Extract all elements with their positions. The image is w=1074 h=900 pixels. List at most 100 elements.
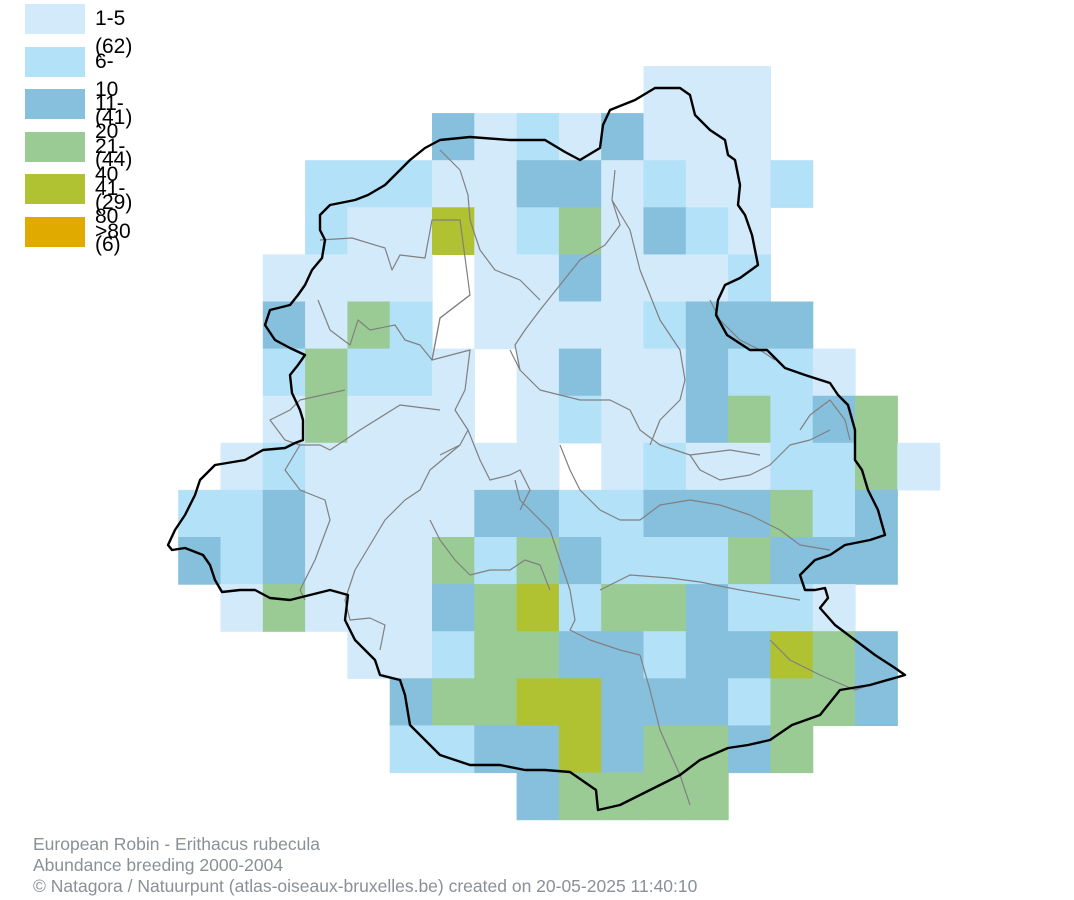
grid-cell [558, 301, 602, 350]
species-title: European Robin - Erithacus rubecula [33, 834, 320, 854]
grid-cell [262, 584, 306, 632]
grid-cell [685, 678, 729, 726]
grid-cell [389, 725, 433, 774]
grid-cell [601, 537, 645, 585]
grid-cell [770, 301, 814, 350]
grid-cell [728, 442, 771, 491]
grid-cell [685, 631, 729, 679]
legend-label: 21-40 (29) [95, 134, 133, 214]
grid-cell [474, 489, 518, 538]
grid-cell [812, 631, 856, 679]
grid-cell [643, 395, 687, 444]
grid-cell [389, 442, 433, 491]
grid-cell [474, 584, 518, 632]
grid-cell [262, 395, 306, 444]
grid-cell [897, 442, 941, 491]
grid-cell [389, 584, 433, 632]
legend-swatch [25, 174, 85, 204]
grid-cell [474, 442, 518, 491]
dataset-subtitle: Abundance breeding 2000-2004 [33, 855, 284, 875]
grid-cell [262, 537, 306, 585]
grid-cell [516, 678, 560, 726]
grid-cell [770, 678, 814, 726]
grid-cell [389, 254, 433, 303]
grid-cell [516, 584, 560, 632]
municipality-boundary [514, 479, 641, 656]
grid-cell [728, 725, 771, 774]
grid-cell [389, 348, 433, 397]
grid-cell [262, 489, 306, 538]
grid-cell [432, 160, 475, 208]
legend-label: 41-80 (6) [95, 177, 126, 256]
grid-cell [305, 301, 348, 350]
grid-cell [601, 113, 645, 161]
grid-cell [389, 489, 433, 538]
grid-cell [643, 207, 687, 255]
grid-cell [558, 113, 602, 161]
grid-cell [474, 631, 518, 679]
grid-cell [347, 442, 391, 491]
legend-label: 11-20 (44) [95, 92, 133, 171]
grid-cell [728, 160, 771, 208]
grid-cell [685, 395, 729, 444]
grid-cell [685, 207, 729, 255]
grid-cell [601, 160, 645, 208]
grid-cell [474, 160, 518, 208]
grid-cell [601, 678, 645, 726]
grid-cell [516, 160, 560, 208]
grid-cell [643, 725, 687, 774]
grid-cell [389, 631, 433, 679]
municipality-boundary [439, 149, 541, 301]
grid-cell [558, 631, 602, 679]
grid-cell [389, 537, 433, 585]
grid-cell [474, 301, 518, 350]
grid-cell [685, 348, 729, 397]
legend-swatch [25, 216, 85, 247]
grid-cell [432, 725, 475, 774]
grid-cell [728, 66, 771, 114]
grid-cell [474, 537, 518, 585]
grid-cell [601, 254, 645, 303]
grid-cell [601, 725, 645, 774]
grid-cell [432, 489, 475, 538]
grid-cell [685, 772, 729, 821]
grid-cell [855, 442, 898, 491]
grid-cell [389, 160, 433, 208]
grid-cell [643, 678, 687, 726]
grid-cell [389, 207, 433, 255]
legend-label: 1-5 (62) [95, 7, 133, 58]
grid-cell [685, 254, 729, 303]
grid-cell [474, 207, 518, 255]
region-boundary [166, 86, 907, 812]
grid-cell [347, 395, 391, 444]
grid-cell [516, 207, 560, 255]
grid-cell [601, 442, 645, 491]
grid-cell [728, 631, 771, 679]
grid-cell [601, 395, 645, 444]
grid-cell [770, 584, 814, 632]
legend-swatch [25, 131, 85, 162]
municipality-boundary [639, 654, 691, 806]
grid-cell [305, 348, 348, 397]
grid-cell [558, 395, 602, 444]
grid-cell [516, 301, 560, 350]
grid-cell [305, 254, 348, 303]
grid-cell [347, 489, 391, 538]
grid-cell [516, 631, 560, 679]
grid-cell [728, 348, 771, 397]
grid-cell [770, 537, 814, 585]
grid-cell [558, 584, 602, 632]
grid-cell [855, 395, 898, 444]
grid-cell [516, 254, 560, 303]
grid-cell [305, 442, 348, 491]
grid-cell [770, 348, 814, 397]
grid-cell [347, 537, 391, 585]
municipality-boundary [689, 429, 831, 481]
grid-cell [855, 489, 898, 538]
grid-cell [643, 254, 687, 303]
grid-cell [643, 772, 687, 821]
credit-line: © Natagora / Natuurpunt (atlas-oiseaux-b… [33, 876, 698, 896]
grid-cell [305, 537, 348, 585]
grid-cell [728, 489, 771, 538]
grid-cell [305, 207, 348, 255]
